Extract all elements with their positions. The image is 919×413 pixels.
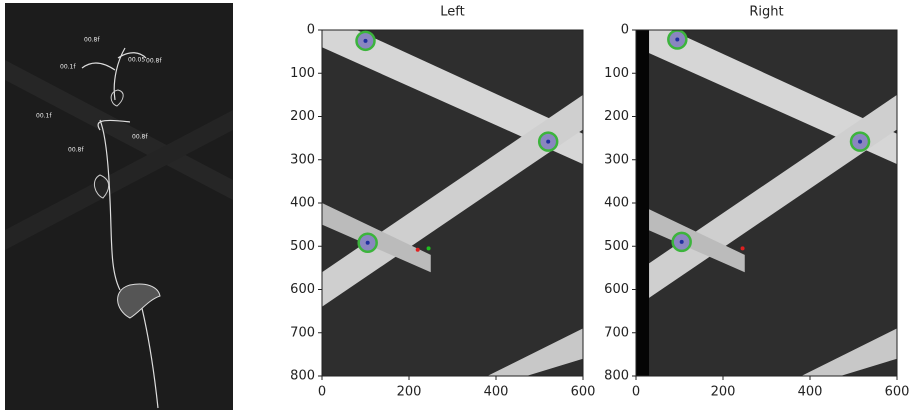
y-tick-label: 700 [604,325,629,340]
keypoint-center [363,38,368,43]
photo-label: 00.8f [146,58,162,65]
keypoint-marker [667,30,688,50]
y-tick-label: 600 [290,282,315,297]
keypoint-center [679,239,684,244]
x-tick-label: 600 [885,385,910,400]
y-tick-label: 500 [290,239,315,254]
photo-shape [322,94,583,307]
y-tick-label: 300 [604,152,629,167]
panel-title: Left [440,5,464,20]
y-tick-label: 200 [604,109,629,124]
keypoint-marker [355,30,376,52]
y-tick-label: 800 [604,369,629,384]
photo-shape [636,30,650,376]
photo-label: 00.05 [128,57,145,64]
photo-label: 00.8f [132,134,148,141]
photo-label: 00.1f [36,113,52,120]
photo-shape [487,328,583,376]
x-tick-label: 200 [711,385,736,400]
panel-title: Right [749,5,783,20]
image-panel [636,30,897,376]
photo-label: 00.8f [68,147,84,154]
keypoint-marker [357,232,378,254]
y-tick-label: 300 [290,152,315,167]
photo-shape [636,94,897,307]
photo-shape [636,30,897,165]
y-tick-label: 0 [621,23,629,38]
keypoint-marker [849,131,871,152]
photo-label: 00.8f [84,37,100,44]
keypoint-marker [671,231,692,253]
keypoint-center [365,240,370,245]
point-marker [426,246,431,251]
y-tick-label: 100 [604,66,629,81]
keypoint-marker [537,131,559,152]
y-tick-label: 400 [290,196,315,211]
image-panel [322,30,583,376]
keypoint-center [675,37,680,42]
plant-photo [5,3,233,410]
point-marker [415,247,420,252]
y-tick-label: 500 [604,239,629,254]
y-tick-label: 800 [290,369,315,384]
x-tick-label: 200 [397,385,422,400]
x-tick-label: 0 [632,385,640,400]
y-tick-label: 100 [290,66,315,81]
photo-label: 00.1f [60,64,76,71]
point-marker [740,246,745,251]
keypoint-center [546,139,551,144]
y-tick-label: 600 [604,282,629,297]
x-tick-label: 0 [318,385,326,400]
x-tick-label: 400 [798,385,823,400]
y-tick-label: 200 [290,109,315,124]
x-tick-label: 600 [571,385,596,400]
keypoint-center [858,139,863,144]
y-tick-label: 0 [307,23,315,38]
y-tick-label: 700 [290,325,315,340]
photo-shape [322,30,583,165]
y-tick-label: 400 [604,196,629,211]
photo-shape [801,328,897,376]
x-tick-label: 400 [484,385,509,400]
